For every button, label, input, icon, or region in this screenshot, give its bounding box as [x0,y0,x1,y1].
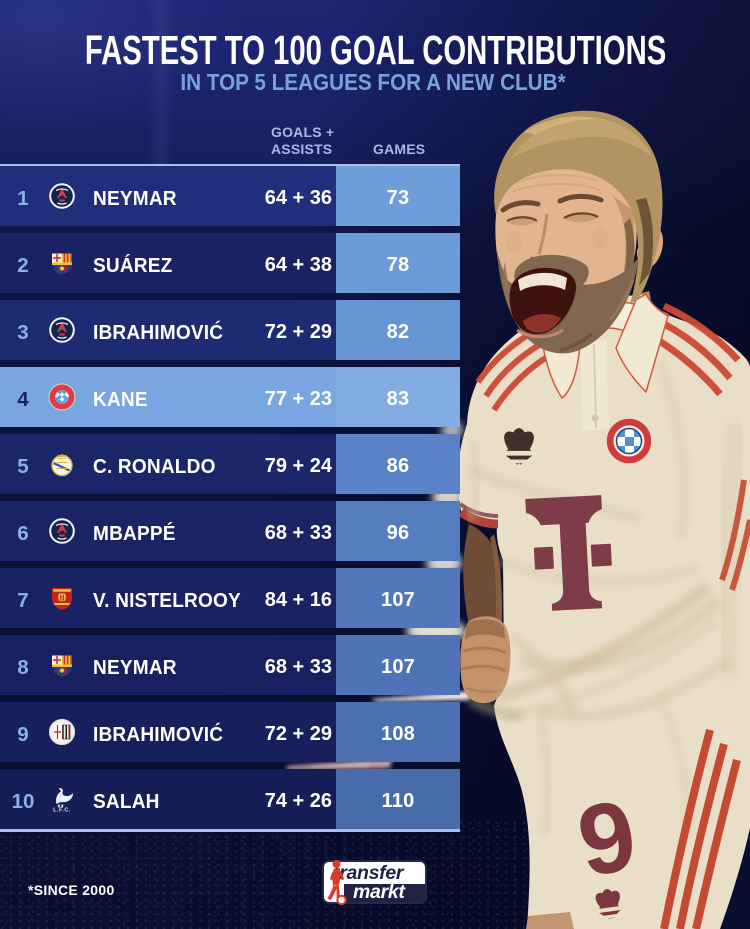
svg-text:L.F.C.: L.F.C. [53,808,71,814]
